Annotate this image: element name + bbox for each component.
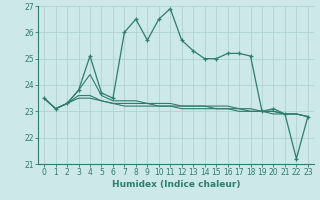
X-axis label: Humidex (Indice chaleur): Humidex (Indice chaleur) [112,180,240,189]
